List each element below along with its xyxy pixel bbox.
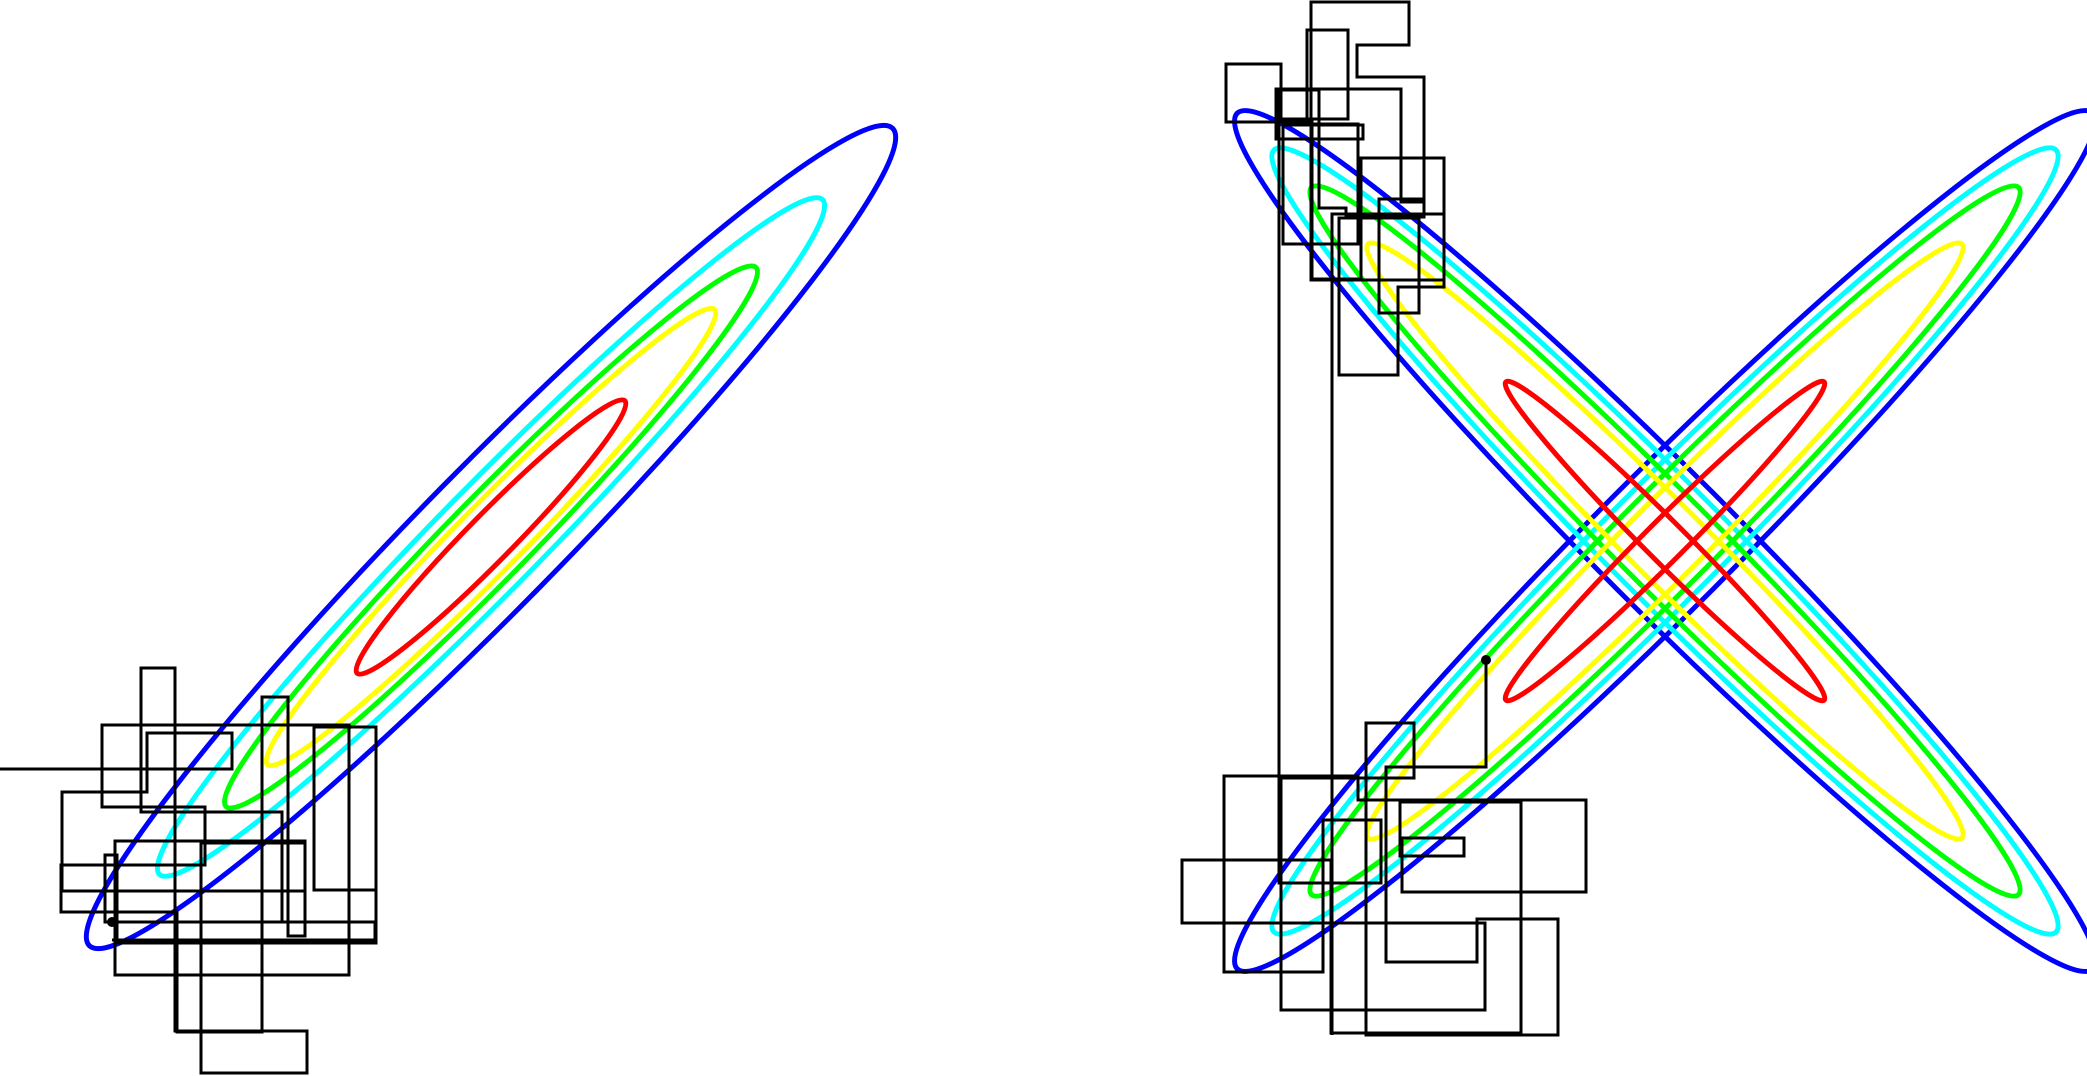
left-contour-inner	[341, 385, 642, 690]
right-sampler-path	[1182, 2, 1586, 1035]
right-panel	[1182, 2, 2087, 1035]
right-contour-inner	[1492, 368, 1838, 714]
right-contour-third	[1278, 154, 2053, 929]
left-start-marker	[107, 917, 117, 927]
left-contour-second	[122, 163, 859, 911]
left-contour-fourth	[244, 286, 738, 787]
left-panel	[0, 79, 943, 1073]
left-contour-third	[197, 239, 785, 836]
right-start-marker	[1481, 655, 1491, 665]
